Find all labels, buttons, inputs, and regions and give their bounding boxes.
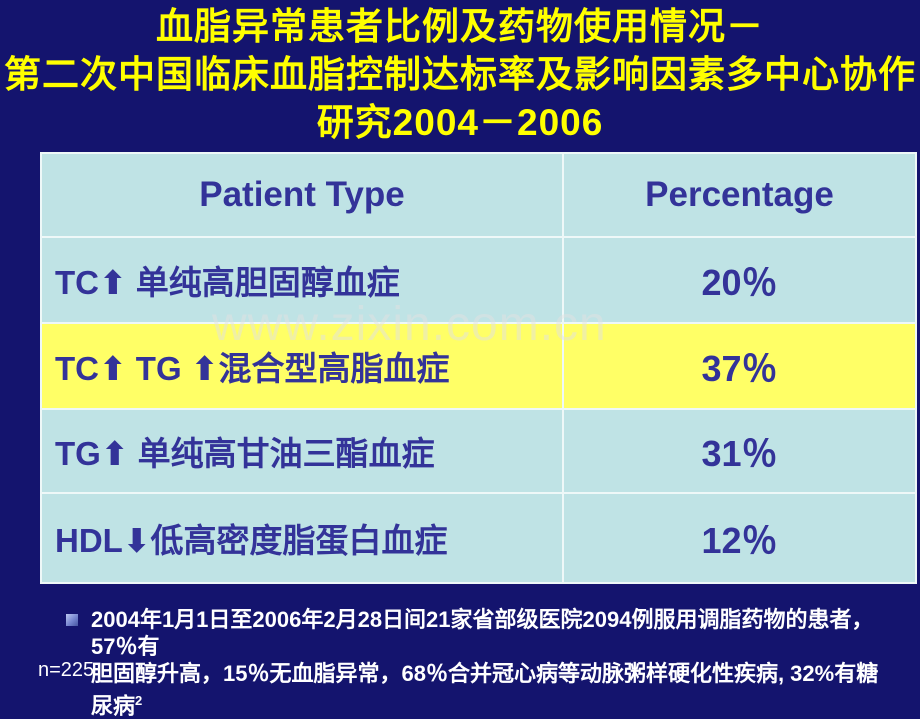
header-cell-patient-type: Patient Type (42, 154, 562, 236)
square-bullet-icon (66, 614, 78, 626)
patient-type-table: Patient Type Percentage TC⬆ 单纯高胆固醇血症 20％… (40, 152, 917, 584)
table-row-label-tg: TG⬆ 单纯高甘油三酯血症 (42, 410, 562, 492)
slide-title-line-3: 研究2004－2006 (316, 102, 604, 143)
table-row-label-hdl: HDL⬇低高密度脂蛋白血症 (42, 494, 562, 582)
slide-title: 血脂异常患者比例及药物使用情况－ 第二次中国临床血脂控制达标率及影响因素多中心协… (0, 0, 920, 147)
table-row-value-tc-tg-highlighted: 37％ (564, 324, 915, 408)
table-row-value-tc: 20％ (564, 238, 915, 322)
footnote-line-1: 2004年1月1日至2006年2月28日间21家省部级医院2094例服用调脂药物… (91, 607, 874, 659)
footnote: 2004年1月1日至2006年2月28日间21家省部级医院2094例服用调脂药物… (66, 606, 896, 719)
header-cell-percentage: Percentage (564, 154, 915, 236)
sample-size-label: n=225 (38, 659, 95, 681)
slide-title-line-1: 血脂异常患者比例及药物使用情况－ (156, 6, 764, 47)
slide-title-line-2: 第二次中国临床血脂控制达标率及影响因素多中心协作 (4, 54, 916, 95)
table-row-label-tc-tg-highlighted: TC⬆ TG ⬆混合型高脂血症 (42, 324, 562, 408)
table-row-value-tg: 31％ (564, 410, 915, 492)
footnote-text: 2004年1月1日至2006年2月28日间21家省部级医院2094例服用调脂药物… (91, 606, 896, 719)
footnote-superscript: 2 (135, 693, 143, 708)
table-row-value-hdl: 12％ (564, 494, 915, 582)
footnote-line-2: 胆固醇升高，15％无血脂异常，68％合并冠心病等动脉粥样硬化性疾病, 32%有糖… (91, 661, 879, 719)
table-row-label-tc: TC⬆ 单纯高胆固醇血症 (42, 238, 562, 322)
